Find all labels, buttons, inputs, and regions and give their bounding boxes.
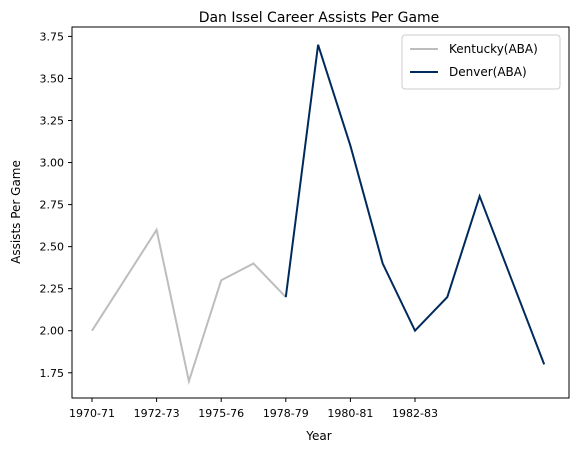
series-line-denver bbox=[284, 44, 546, 365]
y-tick-label: 2.25 bbox=[40, 283, 65, 296]
x-tick-label: 1978-79 bbox=[263, 407, 309, 420]
chart-title: Dan Issel Career Assists Per Game bbox=[199, 10, 440, 26]
y-tick-label: 3.00 bbox=[40, 157, 65, 170]
y-tick-label: 2.00 bbox=[40, 325, 65, 338]
y-tick-label: 3.25 bbox=[40, 115, 65, 128]
y-tick-label: 3.75 bbox=[40, 30, 65, 43]
x-tick-label: 1975-76 bbox=[198, 407, 244, 420]
legend: Kentucky(ABA) Denver(ABA) bbox=[401, 34, 561, 90]
x-axis-label: Year bbox=[305, 429, 331, 443]
series-lines bbox=[91, 44, 546, 386]
y-tick-label: 2.50 bbox=[40, 241, 65, 254]
y-tick-label: 3.50 bbox=[40, 72, 65, 85]
legend-label-kentucky: Kentucky(ABA) bbox=[449, 42, 538, 56]
series-line-kentucky bbox=[91, 227, 287, 386]
plot-area bbox=[71, 26, 570, 399]
x-tick-label: 1980-81 bbox=[327, 407, 373, 420]
y-tick-label: 2.75 bbox=[40, 199, 65, 212]
x-tick-label: 1982-83 bbox=[392, 407, 438, 420]
x-tick-label: 1972-73 bbox=[134, 407, 180, 420]
y-axis-label: Assists Per Game bbox=[9, 160, 23, 264]
legend-label-denver: Denver(ABA) bbox=[449, 65, 527, 79]
x-tick-label: 1970-71 bbox=[69, 407, 115, 420]
y-tick-label: 1.75 bbox=[40, 367, 65, 380]
x-axis-ticks: 1970-71 1972-73 1975-76 1978-79 1980-81 1982-… bbox=[69, 398, 438, 420]
y-axis-ticks: 1.75 2.00 2.25 2.50 2.75 3.00 3.25 3.50 3.75 bbox=[40, 30, 72, 380]
legend-box bbox=[401, 34, 561, 90]
